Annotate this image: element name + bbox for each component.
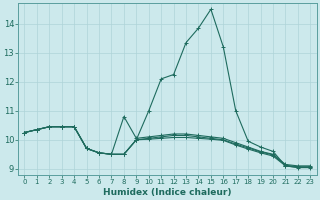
X-axis label: Humidex (Indice chaleur): Humidex (Indice chaleur) bbox=[103, 188, 232, 197]
